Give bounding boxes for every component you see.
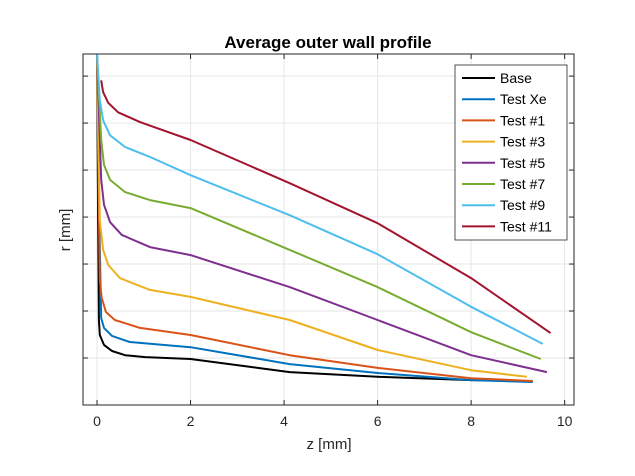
ticks: [83, 54, 574, 405]
legend-label-test-5: Test #5: [500, 155, 545, 171]
x-tick-label: 8: [467, 413, 475, 429]
legend-label-test-3: Test #3: [500, 134, 545, 150]
series-line-base: [96, 53, 523, 382]
legend-label-base: Base: [500, 70, 532, 86]
y-axis-label: r [mm]: [57, 209, 74, 252]
legend-box: [454, 64, 568, 241]
legend-label-test-9: Test #9: [500, 197, 545, 213]
x-tick-label: 6: [374, 413, 382, 429]
legend: Base Test Xe Test #1 Test #3 Test #5 Test #7 T…: [454, 64, 568, 241]
x-tick-label: 0: [93, 413, 101, 429]
series-line-test-7: [96, 53, 542, 360]
axes-box: [82, 53, 575, 406]
legend-label-test-7: Test #7: [500, 176, 545, 192]
x-tick-label: 10: [557, 413, 573, 429]
series-line-test-11: [100, 80, 552, 334]
series-line-test-1: [96, 53, 533, 382]
x-tick-label: 4: [280, 413, 288, 429]
x-tick-label: 2: [187, 413, 195, 429]
chart-title: Average outer wall profile: [224, 33, 431, 52]
series-group: [96, 53, 552, 383]
legend-label-test-11: Test #11: [500, 218, 552, 234]
x-axis-label: z [mm]: [307, 436, 352, 453]
series-line-test-3: [96, 53, 527, 378]
series-line-test-5: [96, 53, 548, 374]
legend-label-test-1: Test #1: [500, 112, 545, 128]
legend-label-test-xe: Test Xe: [500, 91, 547, 107]
x-tick-labels: 0 2 4 6 8 10: [93, 413, 573, 429]
series-line-test-9: [96, 53, 544, 345]
